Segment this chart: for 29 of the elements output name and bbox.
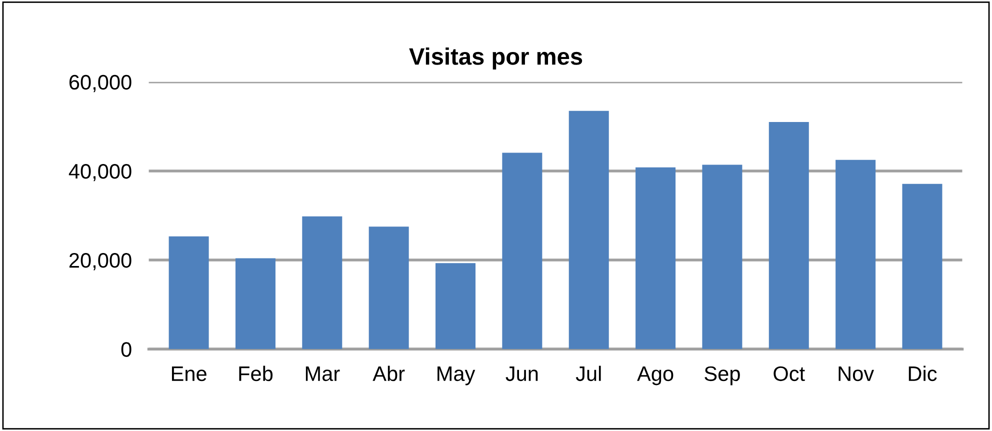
bar xyxy=(502,152,542,350)
y-tick-label: 0 xyxy=(121,342,132,357)
x-tick-label: Nov xyxy=(838,366,874,382)
x-tick-label: Jul xyxy=(576,366,601,382)
y-tick-label: 20,000 xyxy=(69,253,132,270)
x-tick-label: Dic xyxy=(908,366,937,382)
x-tick-label: Ago xyxy=(637,366,674,386)
x-tick-label: Abr xyxy=(372,366,405,382)
bar xyxy=(636,167,676,350)
bar xyxy=(368,226,409,350)
y-tick-label: 60,000 xyxy=(69,74,132,92)
x-tick-label: Oct xyxy=(774,366,805,382)
bar xyxy=(568,110,609,350)
bar xyxy=(702,164,742,350)
chart-title: Visitas por mes xyxy=(409,48,582,70)
bar xyxy=(302,216,342,350)
bar xyxy=(768,122,809,350)
bar xyxy=(836,160,876,350)
y-tick-label: 40,000 xyxy=(68,164,132,182)
x-tick-label: Jun xyxy=(506,366,538,382)
bar xyxy=(436,263,476,350)
bar xyxy=(168,236,209,350)
x-tick-label: Feb xyxy=(239,366,273,382)
bar xyxy=(902,184,942,350)
x-tick-label: Sep xyxy=(704,366,740,386)
x-tick-label: May xyxy=(438,366,476,386)
x-tick-label: Ene xyxy=(172,366,206,382)
x-tick-label: Mar xyxy=(306,366,340,382)
bar xyxy=(235,258,276,350)
